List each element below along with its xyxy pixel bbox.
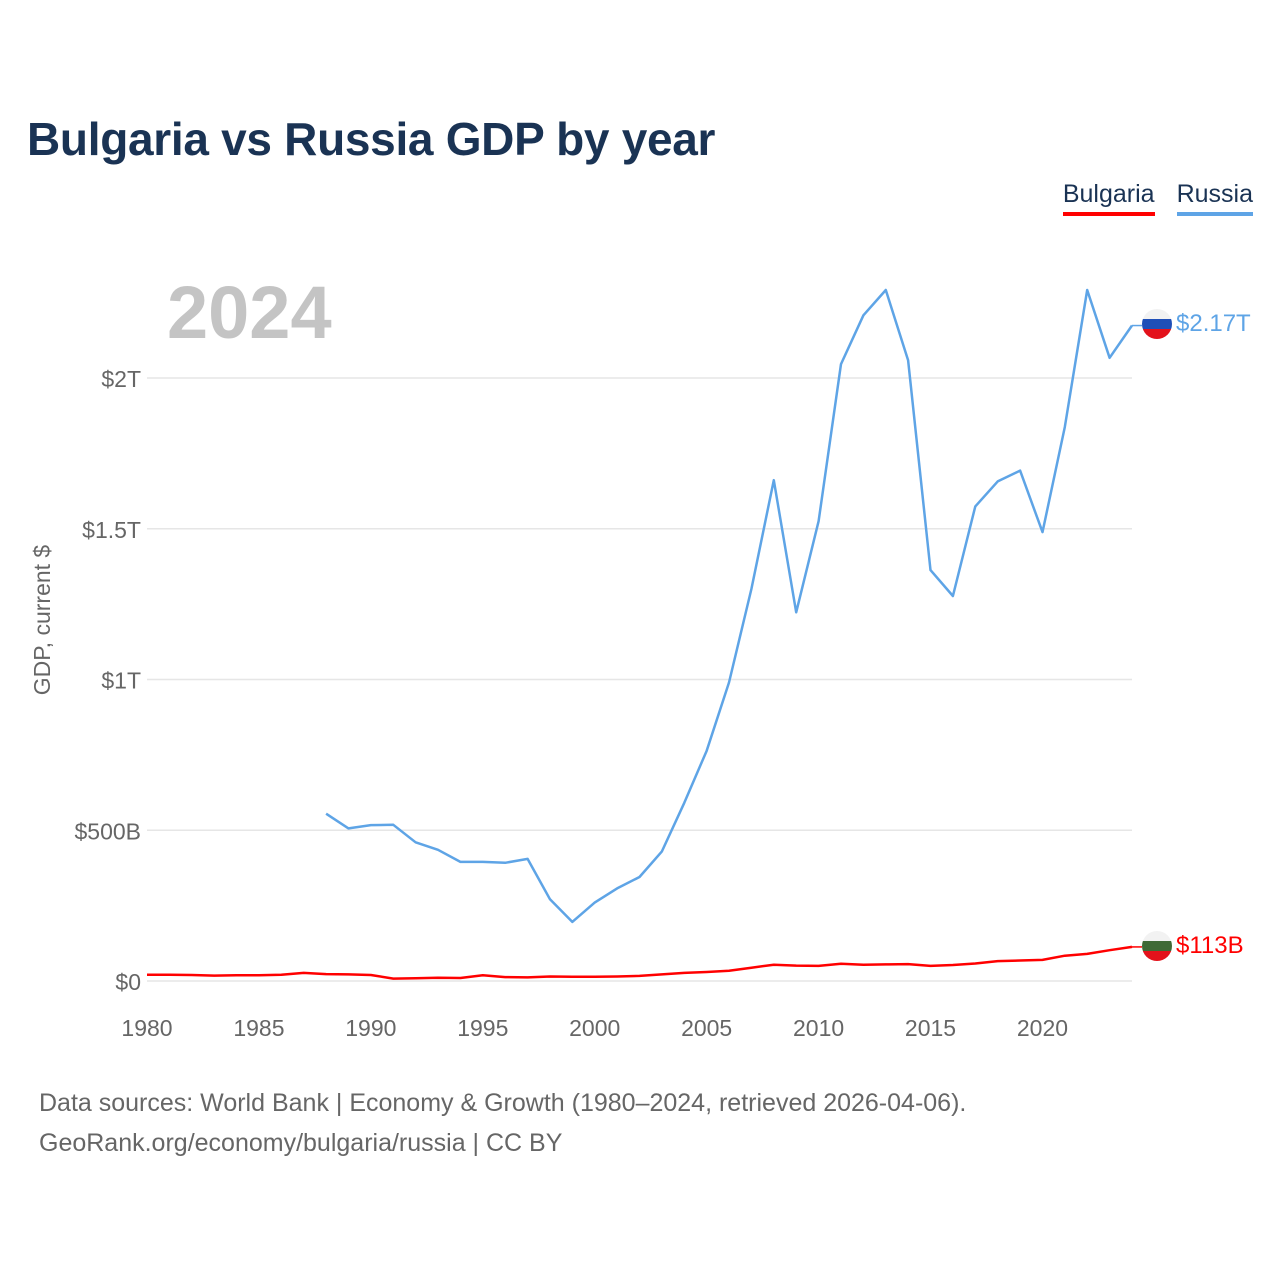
russia-end-label: $2.17T <box>1176 310 1251 337</box>
legend: Bulgaria Russia <box>1062 180 1253 216</box>
x-tick-label: 1980 <box>121 1015 172 1041</box>
russia-flag-icon <box>1142 309 1172 339</box>
gridlines <box>147 377 1132 982</box>
y-axis-ticks: $0 $500B $1T $1.5T $2T <box>74 366 141 995</box>
source-line-1: Data sources: World Bank | Economy & Gro… <box>39 1089 967 1117</box>
bulgaria-flag-icon <box>1142 931 1172 961</box>
legend-item-bulgaria[interactable]: Bulgaria <box>1062 180 1155 216</box>
bulgaria-end-label: $113B <box>1176 932 1244 959</box>
y-tick-label: $2T <box>101 366 141 392</box>
y-tick-label: $1.5T <box>82 517 141 543</box>
series-line-russia[interactable] <box>325 288 1134 924</box>
x-tick-label: 1990 <box>345 1015 396 1041</box>
x-tick-label: 2005 <box>681 1015 732 1041</box>
x-tick-label: 2020 <box>1017 1015 1068 1041</box>
y-axis-label: GDP, current $ <box>29 545 55 696</box>
y-tick-label: $0 <box>115 969 141 995</box>
legend-item-russia[interactable]: Russia <box>1176 180 1253 216</box>
chart-title: Bulgaria vs Russia GDP by year <box>27 113 716 165</box>
year-watermark: 2024 <box>167 271 332 354</box>
x-tick-label: 2010 <box>793 1015 844 1041</box>
x-tick-label: 1985 <box>233 1015 284 1041</box>
y-tick-label: $1T <box>101 668 141 694</box>
series-lines <box>147 288 1142 980</box>
series-line-bulgaria[interactable] <box>147 945 1133 980</box>
source-line-2[interactable]: GeoRank.org/economy/bulgaria/russia | CC… <box>39 1129 563 1157</box>
x-tick-label: 2000 <box>569 1015 620 1041</box>
x-tick-label: 2015 <box>905 1015 956 1041</box>
x-tick-label: 1995 <box>457 1015 508 1041</box>
source-footer: Data sources: World Bank | Economy & Gro… <box>39 1083 966 1163</box>
x-axis-ticks: 1980 1985 1990 1995 2000 2005 2010 2015 2020 <box>121 1015 1068 1041</box>
gdp-line-chart: 2024 $0 $500B $1T $1.5T $2T 1980 1985 1990 1995… <box>29 271 1251 1041</box>
y-tick-label: $500B <box>74 818 141 844</box>
